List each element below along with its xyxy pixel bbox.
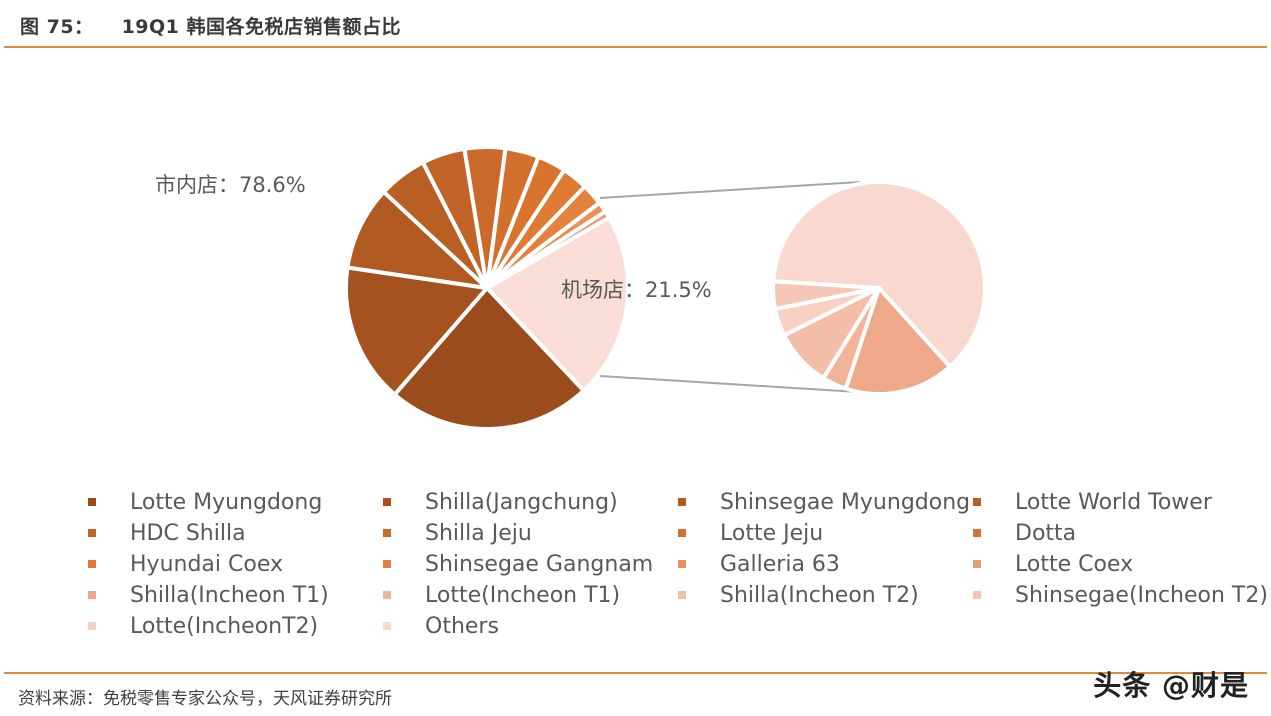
- pie-slice-others: [771, 180, 987, 369]
- legend-item: Shinsegae(Incheon T2): [973, 581, 1268, 609]
- downtown-label: 市内店：78.6%: [155, 173, 306, 197]
- connector-lines: [599, 181, 861, 393]
- legend-item: Galleria 63: [678, 550, 973, 578]
- legend-item: Dotta: [973, 519, 1268, 547]
- legend-swatch: [88, 560, 96, 568]
- legend-item: Hyundai Coex: [88, 550, 383, 578]
- pie-slice-lotte-coex: [485, 209, 612, 290]
- legend-swatch: [88, 622, 96, 630]
- legend-item: Shilla(Incheon T1): [88, 581, 383, 609]
- legend-label: Shilla(Jangchung): [425, 489, 618, 515]
- legend-swatch: [383, 498, 391, 506]
- legend-label: Lotte(Incheon T1): [425, 582, 621, 608]
- legend-item: Shinsegae Gangnam: [383, 550, 678, 578]
- legend-label: Galleria 63: [720, 551, 840, 577]
- legend-swatch: [88, 498, 96, 506]
- legend-item: Lotte(IncheonT2): [88, 612, 383, 640]
- legend-label: Shilla(Incheon T2): [720, 582, 919, 608]
- figure-number: 图 75：: [20, 16, 94, 38]
- legend-label: Shilla(Incheon T1): [130, 582, 329, 608]
- bottom-divider: [4, 672, 1267, 674]
- figure-title: 19Q1 韩国各免税店销售额占比: [121, 16, 401, 38]
- pie-slice-shilla-jangchung-: [344, 265, 489, 397]
- legend-swatch: [678, 529, 686, 537]
- legend-swatch: [973, 498, 981, 506]
- legend-swatch: [973, 529, 981, 537]
- legend-item: Lotte Myungdong: [88, 488, 383, 516]
- pie-slice-lotte-myungdong: [392, 286, 586, 431]
- legend-item: Shinsegae Myungdong: [678, 488, 973, 516]
- secondary-pie: [771, 180, 987, 396]
- legend-label: Shinsegae(Incheon T2): [1015, 582, 1268, 608]
- legend-label: Shinsegae Myungdong: [720, 489, 971, 515]
- main-pie: [344, 145, 630, 431]
- watermark: 头条 @财是: [1093, 669, 1249, 702]
- legend-label: Shilla Jeju: [425, 520, 532, 546]
- pie-slice-airport-group: [485, 215, 630, 393]
- source-note: 资料来源：免税零售专家公众号，天风证券研究所: [18, 689, 392, 709]
- legend-label: HDC Shilla: [130, 520, 246, 546]
- legend-swatch: [383, 529, 391, 537]
- legend-item: Lotte Coex: [973, 550, 1268, 578]
- legend-label: Lotte World Tower: [1015, 489, 1212, 515]
- airport-label: 机场店：21.5%: [561, 278, 712, 302]
- chart-title: 图 75： 19Q1 韩国各免税店销售额占比: [20, 12, 401, 39]
- legend-swatch: [973, 560, 981, 568]
- legend-item: Lotte Jeju: [678, 519, 973, 547]
- legend-item: Shilla(Incheon T2): [678, 581, 973, 609]
- legend-label: Lotte Coex: [1015, 551, 1134, 577]
- legend-label: Dotta: [1015, 520, 1077, 546]
- legend-swatch: [383, 560, 391, 568]
- legend-swatch: [88, 529, 96, 537]
- legend-swatch: [678, 560, 686, 568]
- connector-line-top: [599, 181, 861, 199]
- connector-line-bottom: [599, 375, 859, 393]
- top-divider: [4, 46, 1267, 48]
- legend-label: Hyundai Coex: [130, 551, 283, 577]
- legend-swatch: [383, 591, 391, 599]
- legend-swatch: [678, 498, 686, 506]
- legend-swatch: [678, 591, 686, 599]
- legend-label: Shinsegae Gangnam: [425, 551, 654, 577]
- legend-swatch: [88, 591, 96, 599]
- legend-item: Lotte(Incheon T1): [383, 581, 678, 609]
- legend-item: HDC Shilla: [88, 519, 383, 547]
- legend-item: Others: [383, 612, 678, 640]
- pie-slice-shinsegae-incheon-t2-: [771, 279, 881, 312]
- legend-label: Lotte Jeju: [720, 520, 824, 546]
- legend-label: Lotte(IncheonT2): [130, 613, 319, 639]
- legend-item: Shilla Jeju: [383, 519, 678, 547]
- legend-swatch: [973, 591, 981, 599]
- legend-label: Others: [425, 613, 499, 639]
- chart-legend: Lotte Myungdong Shilla(Jangchung) Shinsega…: [88, 488, 1268, 640]
- legend-item: Lotte World Tower: [973, 488, 1268, 516]
- legend-label: Lotte Myungdong: [130, 489, 323, 515]
- legend-item: Shilla(Jangchung): [383, 488, 678, 516]
- legend-swatch: [383, 622, 391, 630]
